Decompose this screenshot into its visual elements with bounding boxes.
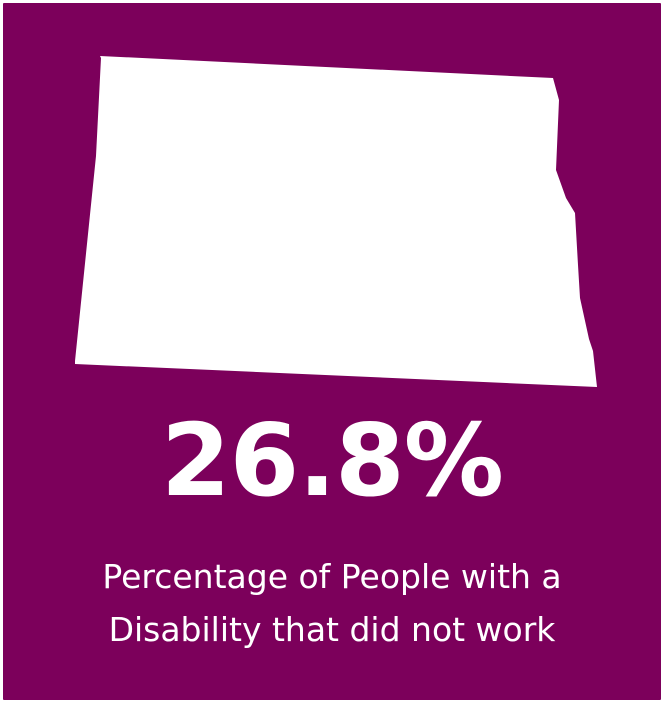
infographic-card: 26.8% Percentage of People with a Disabi… [3, 3, 661, 700]
caption-line-1: Percentage of People with a [102, 557, 562, 596]
north-dakota-shape [75, 56, 597, 387]
stat-value: 26.8% [161, 402, 504, 519]
caption-line-2: Disability that did not work [108, 610, 556, 649]
stat-caption: Percentage of People with a Disability t… [3, 550, 661, 656]
state-map-icon [75, 56, 597, 387]
